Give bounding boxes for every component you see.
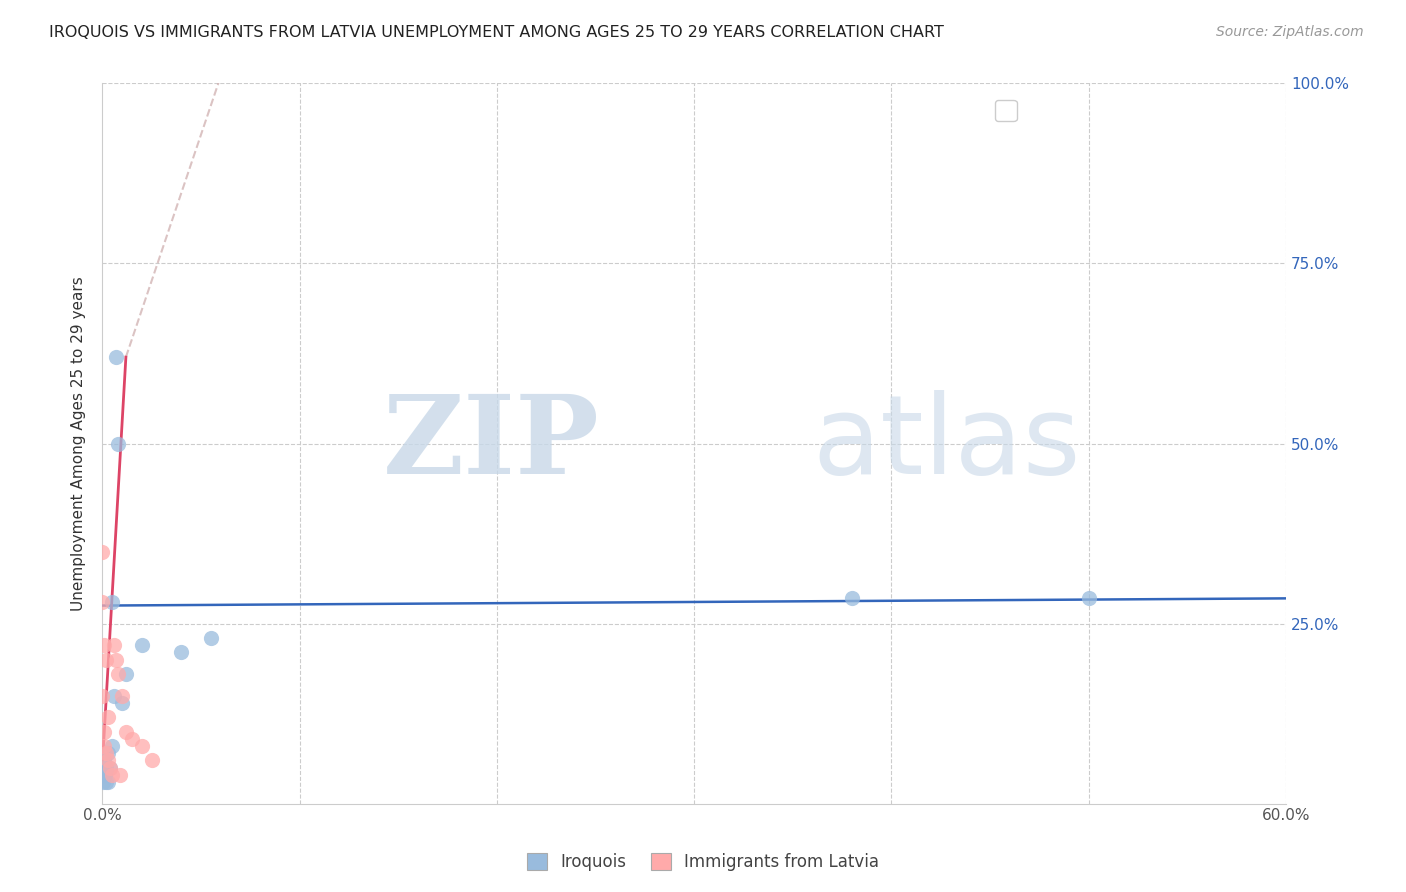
Point [96,761,118,775]
Point [170,645,193,659]
Point [97,710,120,724]
Point [131,739,153,753]
Point [93,739,115,753]
Point [111,696,134,710]
Point [91,595,114,609]
Point [93,724,115,739]
Point [115,667,138,681]
Point [101,739,124,753]
Point [121,731,143,746]
Point [97,746,120,760]
Point [105,350,128,364]
Point [101,595,124,609]
Legend:  [995,100,1017,121]
Point [841,591,863,606]
Point [111,689,134,703]
Point [93,761,115,775]
Point [105,652,128,666]
Point [91,544,114,558]
Point [141,753,163,767]
Point [107,436,129,450]
Point [1077,591,1099,606]
Point [96,652,118,666]
Point [98,761,121,775]
Legend: Iroquois, Immigrants from Latvia: Iroquois, Immigrants from Latvia [519,845,887,880]
Point [97,775,120,789]
Point [91,689,114,703]
Point [101,768,124,782]
Y-axis label: Unemployment Among Ages 25 to 29 years: Unemployment Among Ages 25 to 29 years [72,277,86,611]
Point [200,631,222,645]
Point [94,768,117,782]
Point [96,746,118,760]
Point [93,638,115,652]
Point [97,753,120,767]
Point [93,753,115,767]
Text: atlas: atlas [813,390,1081,497]
Point [131,638,153,652]
Text: ZIP: ZIP [382,390,599,497]
Point [93,768,115,782]
Point [108,768,131,782]
Point [96,775,118,789]
Text: IROQUOIS VS IMMIGRANTS FROM LATVIA UNEMPLOYMENT AMONG AGES 25 TO 29 YEARS CORREL: IROQUOIS VS IMMIGRANTS FROM LATVIA UNEMP… [49,25,943,40]
Point [107,667,129,681]
Point [103,689,125,703]
Point [103,638,125,652]
Text: Source: ZipAtlas.com: Source: ZipAtlas.com [1216,25,1364,39]
Point [115,724,138,739]
Point [91,775,114,789]
Point [98,761,121,775]
